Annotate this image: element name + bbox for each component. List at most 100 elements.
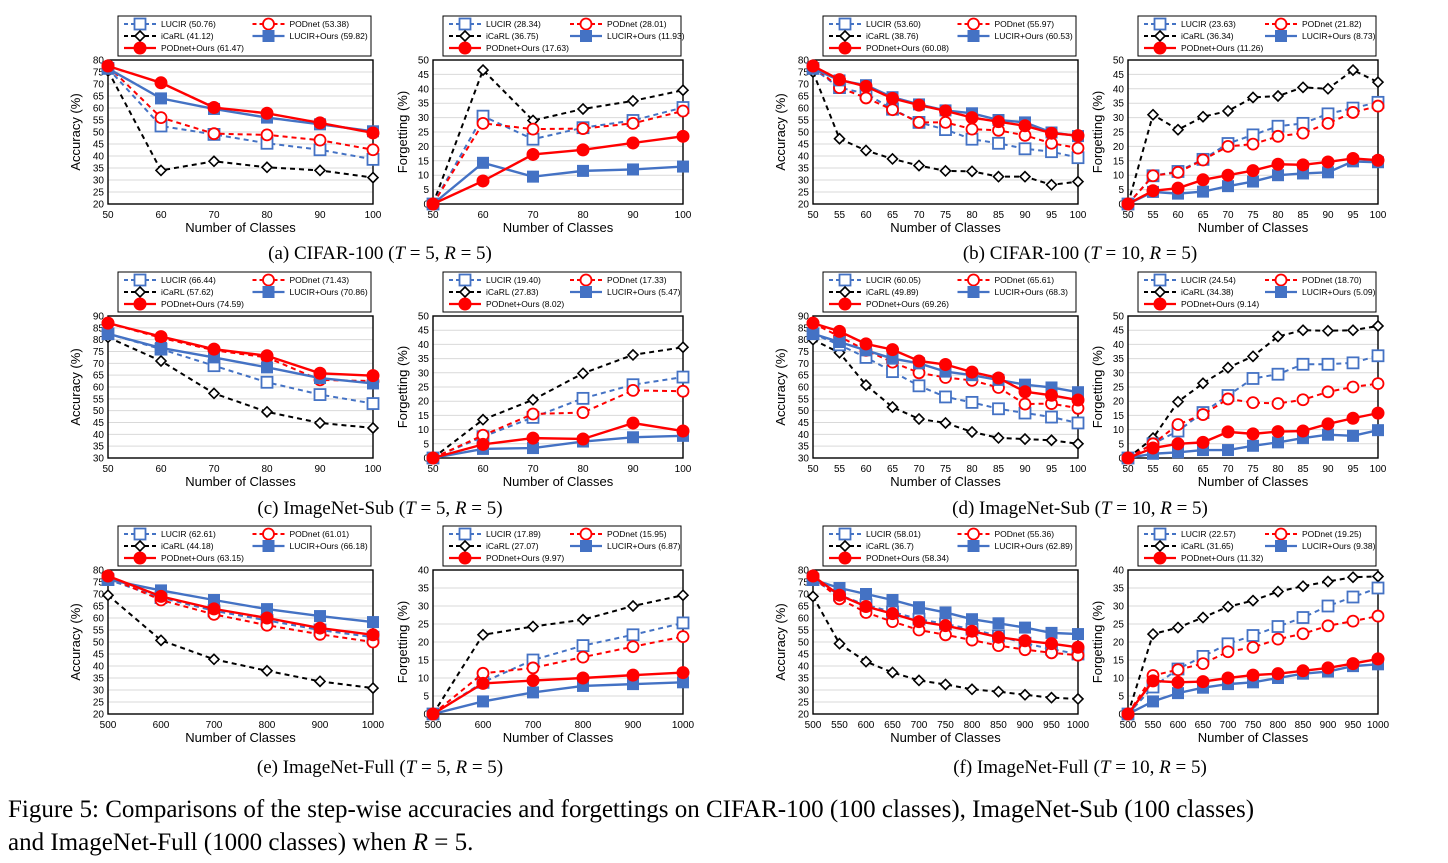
y-tick-label: 90: [93, 312, 105, 323]
subcaption-c: (c) ImageNet-Sub (T = 5, R = 5): [257, 498, 503, 519]
legend-marker-icon: [580, 286, 592, 298]
y-tick-label: 70: [93, 80, 105, 91]
data-point: [1171, 663, 1185, 677]
legend-item-podnet-plus-ours: PODnet+Ours (74.59): [124, 297, 244, 311]
series-podnet: [426, 104, 690, 211]
y-tick-label: 35: [93, 674, 105, 685]
legend-label: iCaRL (44.18): [161, 541, 214, 551]
y-axis-ticks: 0 5 10 15 20 25 30 35 40: [418, 566, 430, 721]
y-tick-label: 40: [93, 430, 105, 441]
figure-caption-line1: Figure 5: Comparisons of the step-wise a…: [8, 796, 1255, 823]
data-point: [207, 342, 221, 356]
data-point: [477, 156, 489, 169]
y-tick-label: 60: [798, 104, 810, 115]
data-point: [859, 599, 873, 613]
data-point: [526, 393, 540, 406]
data-point: [1271, 397, 1285, 410]
y-tick-label: 35: [798, 164, 810, 175]
data-point: [1347, 429, 1359, 442]
x-tick-label: 70: [1222, 464, 1234, 475]
data-point: [965, 425, 979, 439]
legend-label: PODnet (17.33): [607, 275, 667, 285]
data-point: [676, 84, 690, 97]
data-point: [576, 432, 590, 446]
y-tick-label: 45: [798, 140, 810, 151]
legend: LUCIR (50.76) PODnet (53.38) iCaRL (41.12)…: [117, 15, 372, 57]
data-point: [1371, 99, 1385, 113]
x-tick-label: 75: [940, 210, 952, 221]
data-point: [1171, 621, 1185, 634]
data-point: [1296, 393, 1310, 407]
data-point: [1018, 385, 1032, 399]
legend-item-lucir: LUCIR (58.01): [829, 527, 921, 541]
x-tick-label: 80: [261, 464, 273, 475]
x-tick-label: 600: [858, 720, 875, 731]
y-tick-label: 30: [798, 454, 810, 465]
data-point: [1121, 707, 1135, 721]
data-point: [1271, 667, 1285, 681]
x-tick-label: 90: [314, 210, 326, 221]
x-tick-label: 70: [913, 210, 925, 221]
x-axis-label: Number of Classes: [1198, 730, 1309, 745]
legend-label: iCaRL (31.65): [1181, 541, 1234, 551]
x-tick-label: 950: [1345, 720, 1362, 731]
legend-marker-icon: [580, 30, 592, 42]
data-point: [992, 136, 1005, 150]
data-point: [1221, 600, 1235, 613]
legend-label: iCaRL (27.83): [486, 287, 539, 297]
data-point: [1271, 632, 1285, 646]
legend-item-podnet: PODnet (19.25): [1265, 527, 1362, 541]
data-point: [576, 406, 590, 419]
subcaption-d: (d) ImageNet-Sub (T = 10, R = 5): [952, 498, 1208, 519]
data-point: [366, 143, 380, 157]
series-line: [432, 421, 684, 460]
x-tick-label: 550: [831, 720, 848, 731]
legend-item-lucir-plus-ours: LUCIR+Ours (60.53): [957, 30, 1073, 42]
x-tick-label: 550: [1145, 720, 1162, 731]
y-tick-label: 40: [93, 152, 105, 163]
legend-item-podnet-plus-ours: PODnet+Ours (69.26): [829, 297, 949, 311]
legend-marker-icon: [838, 551, 852, 565]
legend-item-podnet-plus-ours: PODnet+Ours (9.14): [1144, 297, 1259, 311]
legend-box: [442, 15, 682, 57]
legend-item-icarl: iCaRL (31.65): [1144, 539, 1234, 553]
series-line: [432, 671, 684, 716]
legend-box: [822, 525, 1077, 567]
series-podnet-plus-ours: [1121, 406, 1385, 465]
legend-marker-icon: [838, 29, 852, 43]
y-tick-label: 35: [418, 584, 430, 595]
series-icarl: [101, 64, 380, 184]
legend-item-podnet: PODnet (28.01): [570, 17, 667, 31]
y-tick-label: 25: [93, 698, 105, 709]
y-tick-label: 20: [93, 710, 105, 721]
data-point: [526, 431, 540, 445]
y-tick-label: 40: [93, 662, 105, 673]
y-tick-label: 80: [93, 56, 105, 67]
y-tick-label: 50: [798, 638, 810, 649]
legend-item-podnet-plus-ours: PODnet+Ours (11.26): [1144, 41, 1263, 55]
series-line: [1127, 382, 1379, 459]
data-point: [1045, 637, 1058, 651]
legend-item-lucir-plus-ours: LUCIR+Ours (5.09): [1265, 286, 1376, 298]
legend-label: LUCIR+Ours (6.87): [607, 541, 681, 551]
data-point: [260, 161, 274, 174]
y-axis-label: Forgetting (%): [1090, 601, 1105, 683]
y-tick-label: 0: [1118, 454, 1124, 465]
legend-item-lucir-plus-ours: LUCIR+Ours (6.87): [570, 540, 681, 552]
x-tick-label: 700: [525, 720, 542, 731]
legend-label: PODnet+Ours (61.47): [161, 43, 244, 53]
y-tick-label: 50: [93, 406, 105, 417]
chart-a-accuracy: LUCIR (50.76) PODnet (53.38) iCaRL (41.12)…: [60, 12, 385, 244]
data-point: [1321, 575, 1335, 588]
legend-label: LUCIR+Ours (5.47): [607, 287, 681, 297]
y-tick-label: 20: [418, 397, 430, 408]
data-point: [1171, 123, 1185, 136]
series-podnet-plus-ours: [1121, 151, 1385, 211]
data-point: [807, 327, 819, 340]
y-tick-label: 50: [798, 128, 810, 139]
x-axis-ticks: 50 55 60 65 70 75 80 85 90 95 100: [1122, 210, 1386, 221]
data-point: [526, 122, 540, 136]
data-point: [1196, 657, 1210, 671]
